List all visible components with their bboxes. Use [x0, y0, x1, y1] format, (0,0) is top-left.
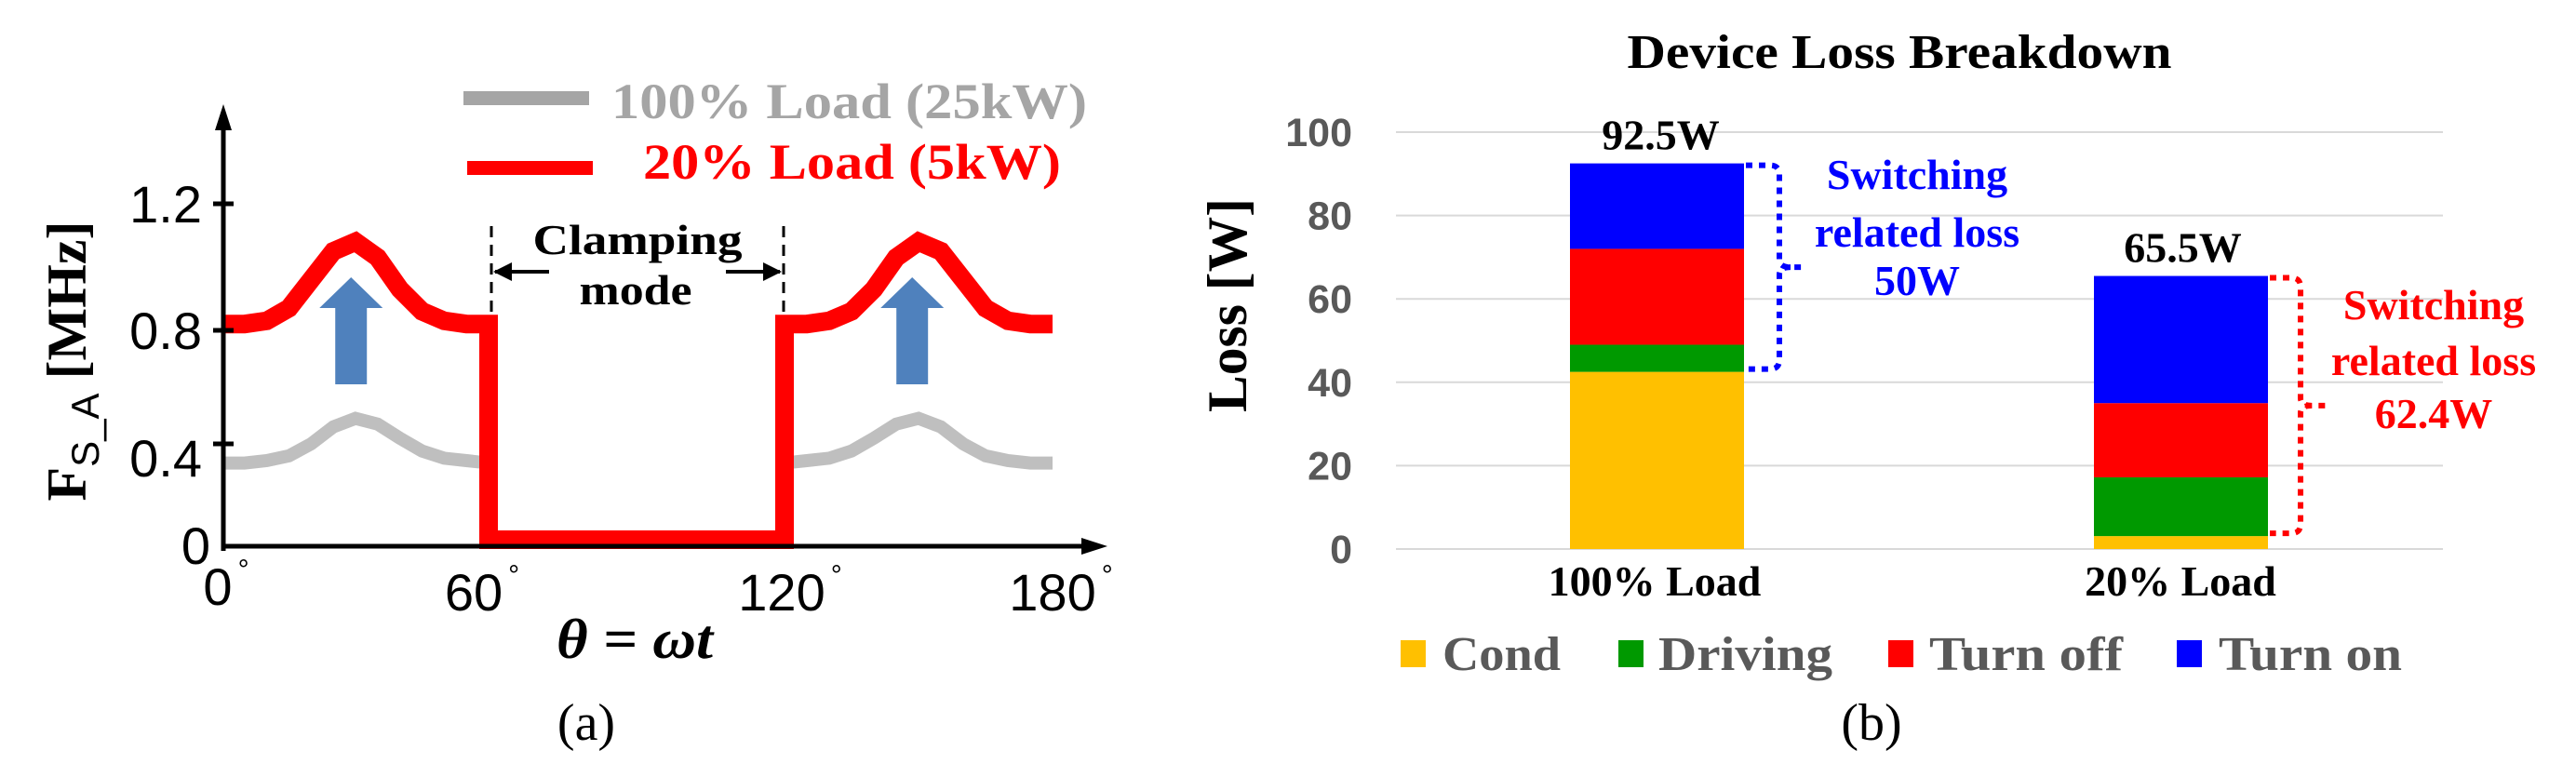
y-tick-label: 0	[1330, 528, 1352, 572]
degree-symbol: °	[508, 560, 519, 591]
legend-label-turn-off: Turn off	[1929, 628, 2124, 681]
switching-loss-label-line3: 50W	[1874, 257, 1960, 304]
legend-label-full-load: 100% Load (25kW)	[611, 74, 1087, 129]
series-line-full-load	[222, 411, 490, 470]
increase-arrows	[319, 277, 945, 384]
switching-loss-label-line2: related loss	[1815, 208, 2019, 256]
y-axis-title-subscript: S_A	[63, 393, 107, 466]
y-ticks-a: 0 0.4 0.8 1.2	[129, 175, 234, 575]
frequency-increase-arrow-icon	[880, 277, 945, 384]
legend-swatch-full-load	[463, 91, 589, 105]
x-tick-value: 180	[1009, 563, 1095, 622]
clamping-label-line1: Clamping	[533, 216, 743, 263]
frequency-increase-arrow-icon	[319, 277, 383, 384]
y-axis-title-main: F	[36, 467, 98, 502]
bar-segment-turn-off	[2094, 403, 2268, 477]
bar-total-label: 65.5W	[2124, 224, 2242, 272]
y-axis-title-unit: [MHz]	[36, 221, 98, 394]
y-tick-label: 0.4	[129, 429, 202, 488]
x-axis-title-a: θ = ωt	[557, 609, 716, 670]
category-labels-b: 100% Load 20% Load	[1549, 557, 2277, 605]
y-tick-label: 40	[1308, 361, 1352, 406]
total-labels-b: 92.5W 65.5W	[1602, 112, 2242, 272]
y-tick-label: 0	[181, 516, 210, 575]
x-ticks-a: 0 ° 60 ° 120 ° 180 °	[203, 555, 1112, 622]
series-line-light-load	[222, 231, 1053, 549]
y-tick-label: 100	[1285, 111, 1352, 155]
clamping-annotation: Clamping mode	[490, 216, 785, 316]
degree-symbol: °	[831, 560, 842, 591]
bar-segment-turn-on	[1570, 163, 1744, 249]
legend-swatch-turn-on	[2177, 640, 2202, 667]
axes-a	[215, 104, 1107, 555]
degree-symbol: °	[238, 555, 249, 585]
switching-loss-bracket	[2270, 275, 2328, 537]
panel-a-caption: (a)	[557, 694, 615, 752]
y-axis-title-b: Loss [W]	[1197, 198, 1258, 412]
legend-label-cond: Cond	[1442, 628, 1561, 681]
y-tick-label: 0.8	[129, 301, 202, 360]
legend-swatch-cond	[1401, 640, 1426, 667]
y-ticks-b: 0 20 40 60 80 100	[1285, 111, 1352, 572]
switching-loss-label-line1: Switching	[1827, 151, 2007, 198]
legend-label-driving: Driving	[1658, 628, 1832, 681]
x-tick-label: 120 °	[738, 560, 841, 622]
legend-swatch-driving	[1618, 640, 1644, 667]
bar-total-label: 92.5W	[1602, 112, 1720, 159]
bar-segment-turn-on	[2094, 275, 2268, 404]
clamping-arrow-left-icon	[493, 262, 512, 281]
bar-segment-cond	[1570, 371, 1744, 549]
degree-symbol: °	[1102, 560, 1113, 591]
legend-label-light-load: 20% Load (5kW)	[643, 134, 1061, 190]
bar-segment-turn-off	[1570, 248, 1744, 345]
bars-b	[1570, 163, 2268, 549]
x-tick-label: 60 °	[445, 560, 519, 622]
y-tick-label: 20	[1308, 444, 1352, 489]
panel-b-caption: (b)	[1841, 694, 1901, 752]
clamping-arrow-right-icon	[763, 262, 782, 281]
category-label: 100% Load	[1549, 557, 1762, 605]
x-tick-value: 60	[445, 563, 503, 622]
clamping-label-line2: mode	[580, 266, 692, 314]
bar-segment-driving	[1570, 344, 1744, 372]
y-tick-label: 80	[1308, 194, 1352, 239]
y-tick-label: 1.2	[129, 175, 202, 234]
bar-segment-driving	[2094, 476, 2268, 537]
legend-swatch-turn-off	[1888, 640, 1913, 667]
y-axis-title-a: FS_A [MHz]	[36, 221, 107, 502]
y-axis-arrow-icon	[215, 104, 232, 130]
switching-loss-label-line1: Switching	[2343, 281, 2524, 328]
y-tick-label: 60	[1308, 277, 1352, 322]
bar-segment-cond	[2094, 536, 2268, 549]
category-label: 20% Load	[2085, 557, 2276, 605]
chart-title: Device Loss Breakdown	[1628, 26, 2172, 79]
x-tick-label: 180 °	[1009, 560, 1112, 622]
x-tick-value: 0	[203, 557, 232, 616]
series-group-a	[222, 231, 1053, 549]
x-axis-arrow-icon	[1081, 538, 1107, 555]
legend-b: Cond Driving Turn off Turn on	[1401, 628, 2402, 681]
panel-b-loss-chart: Device Loss Breakdown 0 20 40 60 80 100 92.5W…	[1197, 26, 2536, 752]
x-tick-value: 120	[738, 563, 825, 622]
switching-loss-label-line3: 62.4W	[2375, 390, 2493, 437]
legend-swatch-light-load	[467, 161, 593, 175]
switching-loss-bracket	[1746, 162, 1807, 372]
panel-a-frequency-plot: 100% Load (25kW) 20% Load (5kW) 0 0.4 0.8 1…	[36, 74, 1113, 752]
series-line-full-load	[784, 411, 1053, 470]
switching-loss-label-line2: related loss	[2331, 337, 2536, 384]
x-tick-label: 0 °	[203, 555, 248, 616]
legend-label-turn-on: Turn on	[2219, 628, 2402, 681]
legend-a: 100% Load (25kW) 20% Load (5kW)	[463, 74, 1087, 190]
